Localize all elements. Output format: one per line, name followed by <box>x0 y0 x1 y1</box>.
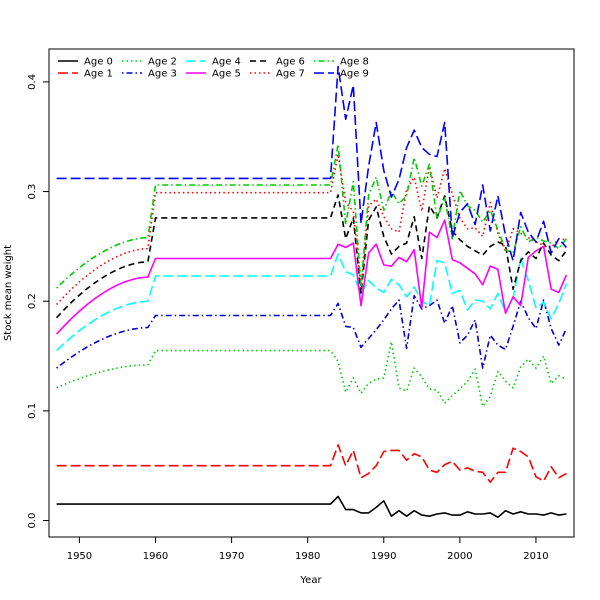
y-axis: 0.0 0.1 0.2 0.3 0.4 <box>27 74 49 529</box>
y-tick-label: 0.1 <box>27 403 38 419</box>
series-line-age-6 <box>56 194 568 319</box>
series-line-age-2 <box>56 340 567 408</box>
plot-frame <box>48 48 575 538</box>
legend-label-age-6: Age 6 <box>276 57 305 68</box>
series-line-age-1 <box>56 444 567 484</box>
legend-label-age-3: Age 3 <box>148 69 177 80</box>
series-line-age-8 <box>56 143 568 289</box>
x-tick-label: 1970 <box>219 551 244 562</box>
x-tick-label: 1950 <box>67 551 92 562</box>
legend-label-age-2: Age 2 <box>148 57 177 68</box>
legend-label-age-5: Age 5 <box>212 69 241 80</box>
legend-label-age-4: Age 4 <box>212 57 241 68</box>
x-axis-label: Year <box>299 575 322 586</box>
y-tick-label: 0.4 <box>27 74 38 90</box>
x-tick-label: 1990 <box>371 551 396 562</box>
series-line-age-5 <box>56 219 568 335</box>
legend-label-age-8: Age 8 <box>340 57 369 68</box>
x-tick-label: 2010 <box>523 551 548 562</box>
x-tick-label: 2000 <box>447 551 472 562</box>
legend-label-age-0: Age 0 <box>84 57 113 68</box>
x-tick-label: 1960 <box>143 551 168 562</box>
series-layer <box>56 65 568 519</box>
legend-label-age-9: Age 9 <box>340 69 369 80</box>
series-line-age-9 <box>56 65 568 262</box>
y-axis-label: Stock mean weight <box>3 245 14 341</box>
legend-label-age-1: Age 1 <box>84 69 113 80</box>
series-line-age-0 <box>56 495 567 519</box>
y-tick-label: 0.2 <box>27 293 38 309</box>
x-tick-label: 1980 <box>295 551 320 562</box>
y-tick-label: 0.3 <box>27 184 38 200</box>
legend-label-age-7: Age 7 <box>276 69 305 80</box>
y-tick-label: 0.0 <box>27 513 38 529</box>
series-line-age-4 <box>56 253 568 352</box>
x-axis: 1950 1960 1970 1980 1990 2000 2010 <box>67 537 549 562</box>
series-line-age-3 <box>56 294 568 369</box>
